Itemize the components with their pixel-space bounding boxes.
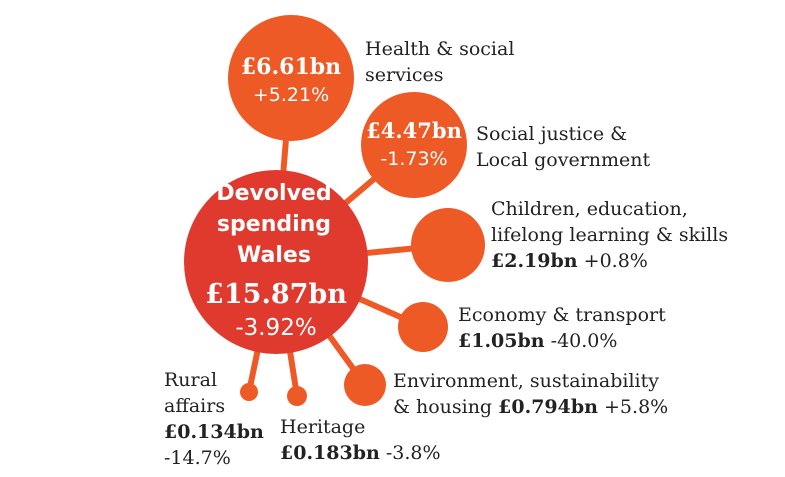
heritage-label: Heritage £0.183bn -3.8% [280,414,441,466]
center-bubble [184,170,368,354]
economy-label-line1: Economy & transport [458,304,666,326]
health-bubble-change: +5.21% [252,84,330,106]
environment-label-line2: & housing [393,396,493,418]
center-change: -3.92% [235,315,317,341]
economy-label: Economy & transport £1.05bn -40.0% [458,302,666,354]
children-label-line2: lifelong learning & skills [491,224,729,246]
center-title: Devolved spending Wales [216,178,331,271]
rural-label: Rural affairs £0.134bn -14.7% [164,367,264,471]
health-bubble-amount: £6.61bn [240,54,342,80]
environment-label-line1: Environment, sustainability [393,370,659,392]
rural-change: -14.7% [164,447,231,469]
center-title-line3: Wales [237,243,311,268]
children-change: +0.8% [583,250,648,272]
health-bubble [228,15,354,141]
social-justice-bubble-amount: £4.47bn [366,118,462,143]
center-amount: £15.87bn [205,279,347,310]
social-justice-bubble-change: -1.73% [380,148,448,170]
heritage-bubble [287,386,307,406]
social-justice-label-line2: Local government [476,149,651,171]
social-justice-bubble [361,92,467,198]
heritage-change: -3.8% [385,442,441,464]
social-justice-label-line1: Social justice & [476,123,628,145]
environment-amount: £0.794bn [498,396,598,418]
children-amount: £2.19bn [491,250,578,272]
heritage-label-line1: Heritage [280,416,366,438]
health-label-line1: Health & social [365,38,515,60]
center-title-line1: Devolved [216,181,332,206]
economy-amount: £1.05bn [458,330,545,352]
children-label: Children, education, lifelong learning &… [491,196,728,274]
heritage-amount: £0.183bn [280,442,380,464]
health-label-line2: services [365,64,444,86]
economy-bubble [398,302,448,352]
rural-label-line2: affairs [164,395,226,417]
social-justice-label: Social justice & Local government [476,121,650,173]
environment-label: Environment, sustainability & housing £0… [393,368,668,420]
environment-bubble [344,364,386,406]
children-label-line1: Children, education, [491,198,688,220]
rural-label-line1: Rural [164,369,218,391]
rural-bubble [240,383,258,401]
rural-amount: £0.134bn [164,421,264,443]
economy-change: -40.0% [550,330,618,352]
health-label: Health & social services [365,36,514,88]
center-title-line2: spending [216,212,332,237]
environment-change: +5.8% [604,396,669,418]
children-bubble [411,208,485,282]
